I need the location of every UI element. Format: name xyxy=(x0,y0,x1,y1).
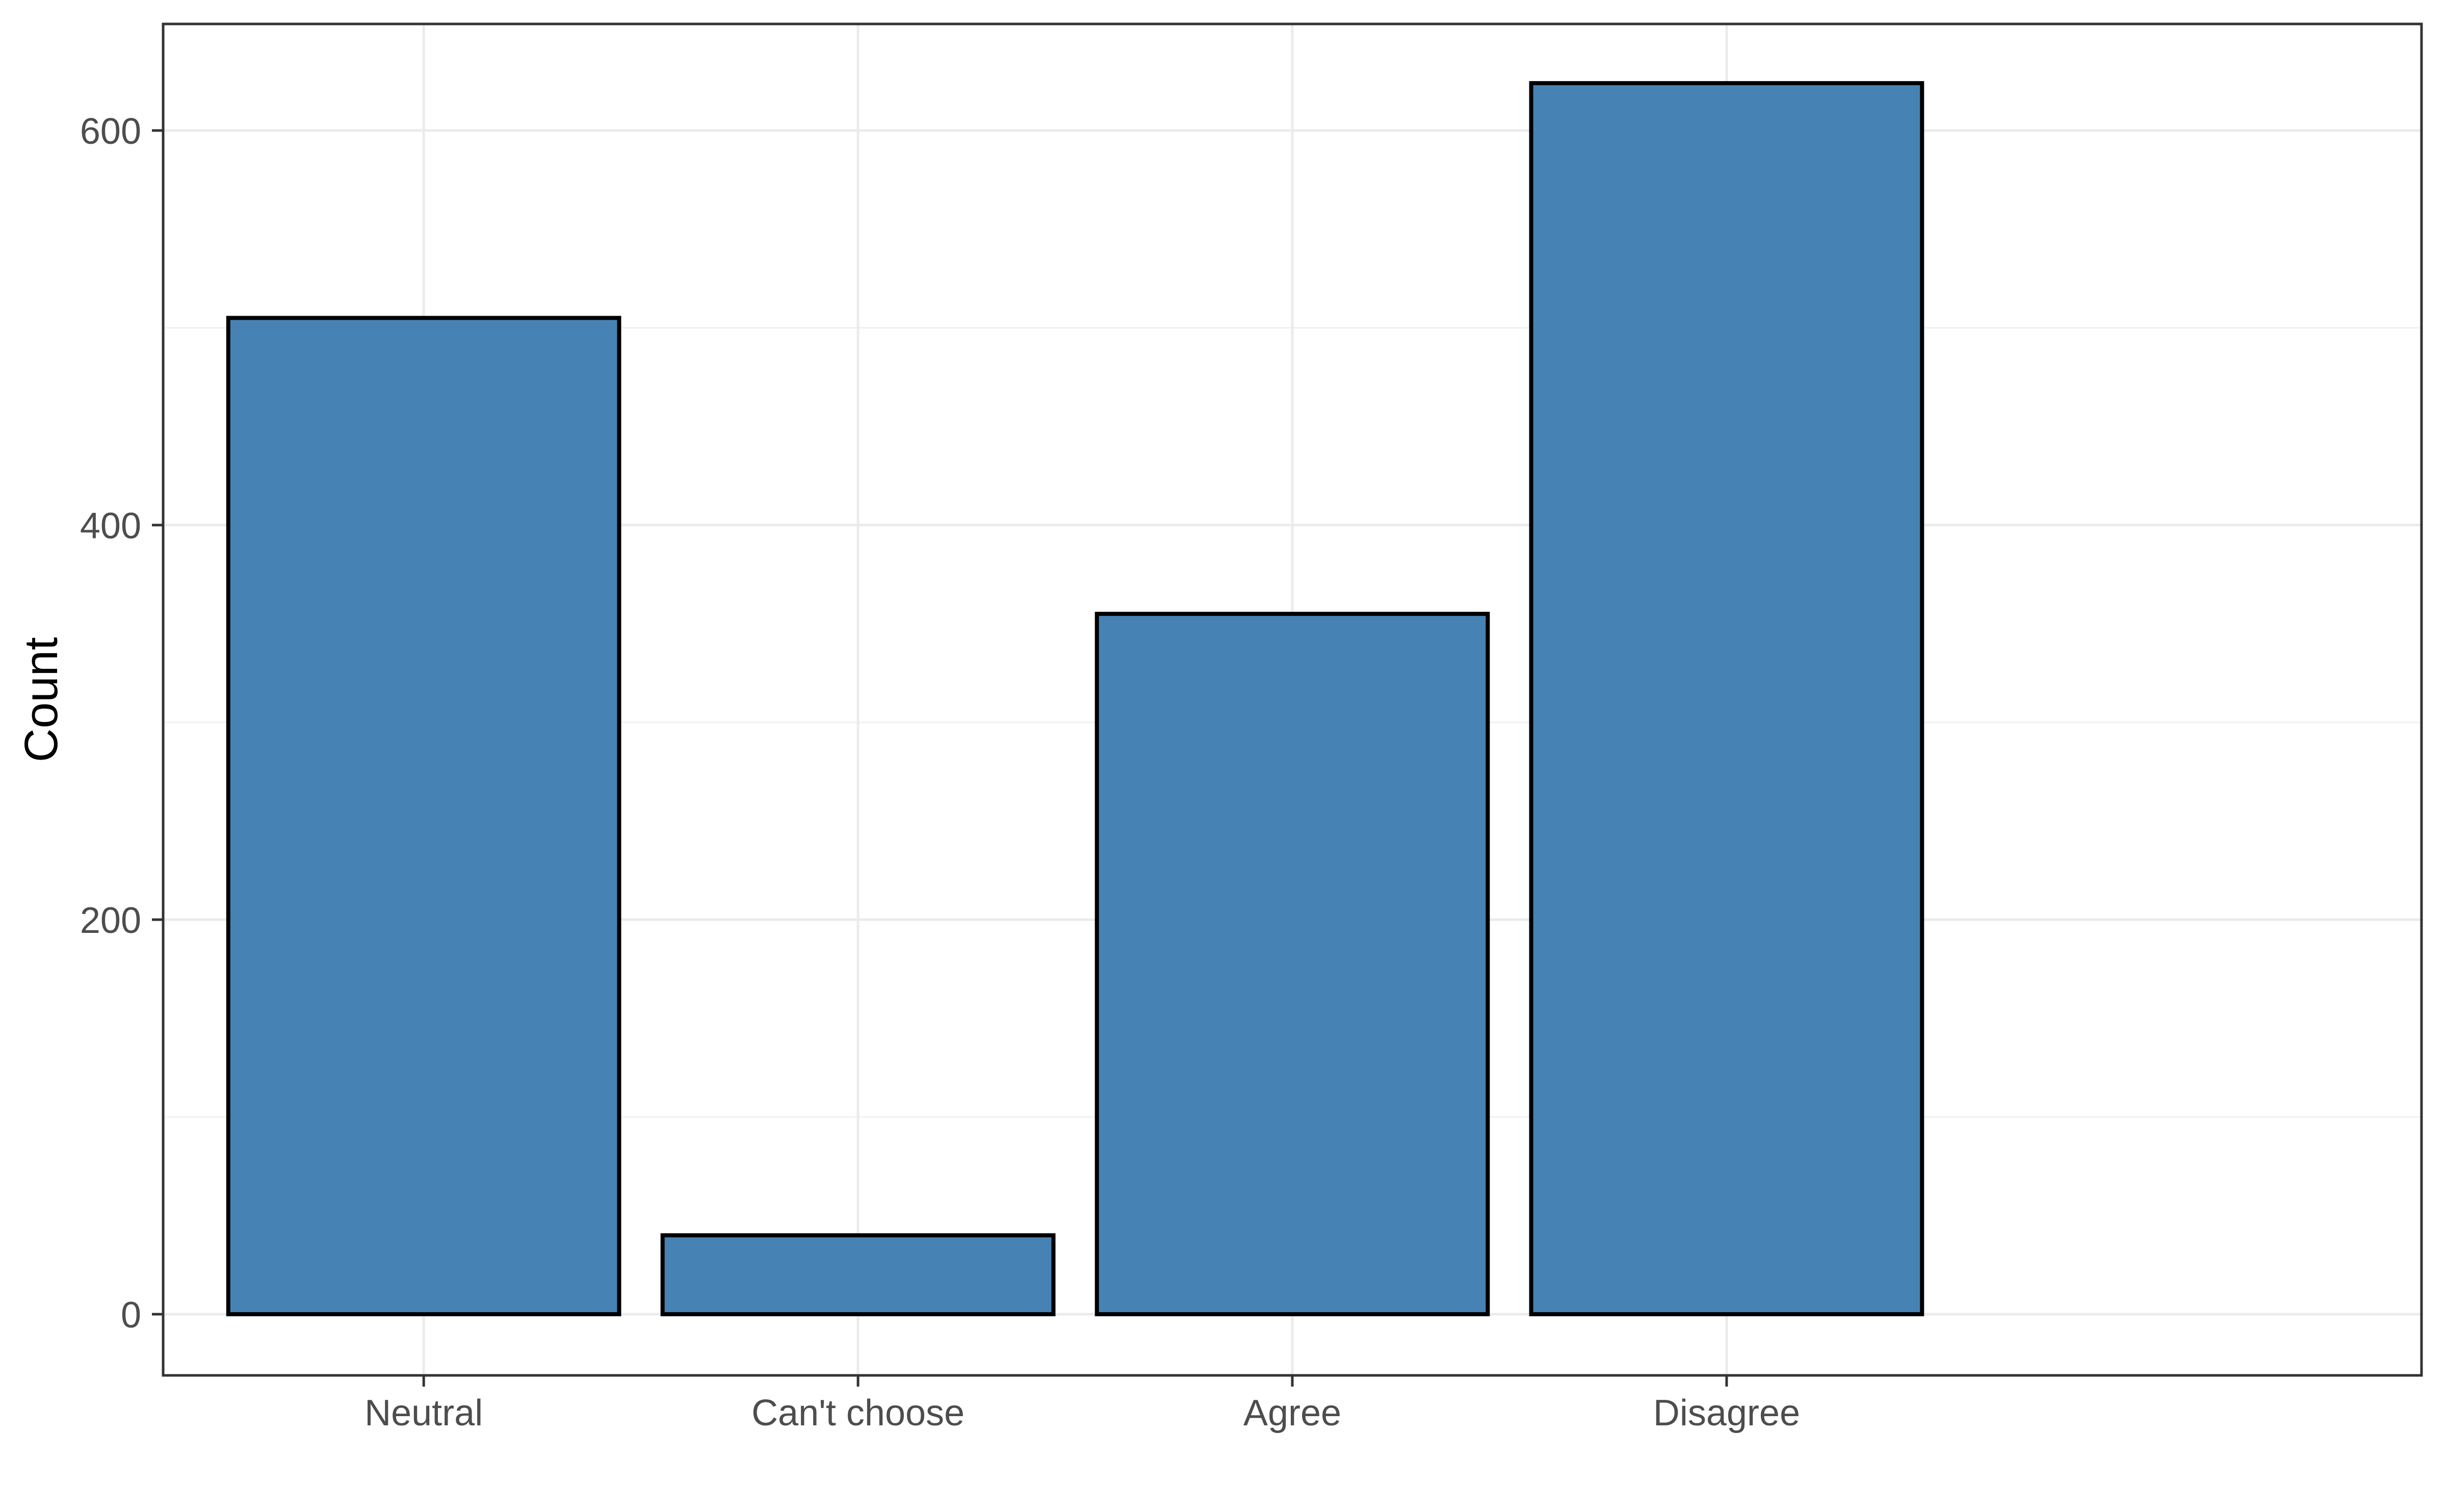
x-tick-label-neutral: Neutral xyxy=(365,1393,483,1433)
x-tick-label-agree: Agree xyxy=(1243,1393,1341,1433)
y-tick-label: 200 xyxy=(80,900,141,941)
bar-neutral xyxy=(226,316,621,1317)
x-tick-label-disagree: Disagree xyxy=(1653,1393,1800,1433)
x-tick-label-can-t-choose: Can't choose xyxy=(751,1393,965,1433)
bar-agree xyxy=(1095,612,1490,1317)
bar-disagree xyxy=(1529,81,1924,1317)
y-axis-title: Count xyxy=(15,637,67,763)
y-tick-label: 600 xyxy=(80,111,141,152)
y-tick-label: 400 xyxy=(80,506,141,546)
bar-can-t-choose xyxy=(660,1233,1056,1317)
y-tick-label: 0 xyxy=(121,1295,141,1336)
